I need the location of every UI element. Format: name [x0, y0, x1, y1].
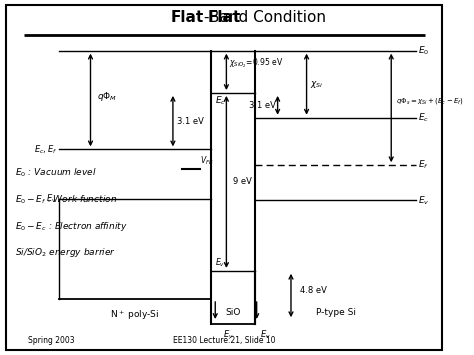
Text: $E_0 - E_f$ : Work function: $E_0 - E_f$ : Work function	[15, 193, 117, 206]
Text: N$^+$ poly-Si: N$^+$ poly-Si	[110, 308, 160, 322]
Text: $V_{FB}$: $V_{FB}$	[200, 154, 213, 167]
Text: 3.1 eV: 3.1 eV	[177, 117, 204, 126]
Text: Flat: Flat	[171, 10, 204, 25]
Text: $E_0$: $E_0$	[418, 44, 429, 57]
Text: Flat: Flat	[208, 10, 241, 25]
Text: $E_c$: $E_c$	[418, 111, 429, 124]
Text: SiO: SiO	[225, 308, 241, 317]
Text: Si/SiO$_2$ energy barrier: Si/SiO$_2$ energy barrier	[15, 246, 116, 259]
Text: $E_0 - E_c$ : Electron affinity: $E_0 - E_c$ : Electron affinity	[15, 220, 128, 233]
Text: $q\Phi_s= \chi_{Si} + (E_c-E_f)$: $q\Phi_s= \chi_{Si} + (E_c-E_f)$	[396, 96, 464, 106]
Text: $E_v$: $E_v$	[46, 192, 57, 205]
Text: $E_v$: $E_v$	[223, 329, 234, 342]
Text: EE130 Lecture:21, Slide 10: EE130 Lecture:21, Slide 10	[173, 336, 275, 345]
Text: $E_v$: $E_v$	[260, 329, 271, 342]
Text: 4.8 eV: 4.8 eV	[300, 286, 327, 295]
Text: $E_0$ : Vacuum level: $E_0$ : Vacuum level	[15, 167, 97, 179]
Text: -Band Condition: -Band Condition	[204, 10, 326, 25]
Text: 9 eV: 9 eV	[233, 178, 252, 186]
Text: $E_v$: $E_v$	[215, 257, 225, 269]
Text: $E_f$: $E_f$	[418, 159, 428, 171]
Text: $E_c$: $E_c$	[215, 95, 227, 107]
FancyBboxPatch shape	[6, 5, 442, 350]
Text: $q\Phi_M$: $q\Phi_M$	[97, 90, 118, 103]
Text: $\chi_{Si}$: $\chi_{Si}$	[310, 79, 324, 90]
Text: $E_c, E_f$: $E_c, E_f$	[34, 143, 57, 155]
Text: 3.1 eV: 3.1 eV	[248, 101, 275, 110]
Text: P-type Si: P-type Si	[316, 308, 356, 317]
Text: $E_v$: $E_v$	[418, 194, 429, 207]
Text: $\chi_{SiO_2}$=0.95 eV: $\chi_{SiO_2}$=0.95 eV	[228, 56, 283, 70]
Text: Spring 2003: Spring 2003	[28, 336, 75, 345]
